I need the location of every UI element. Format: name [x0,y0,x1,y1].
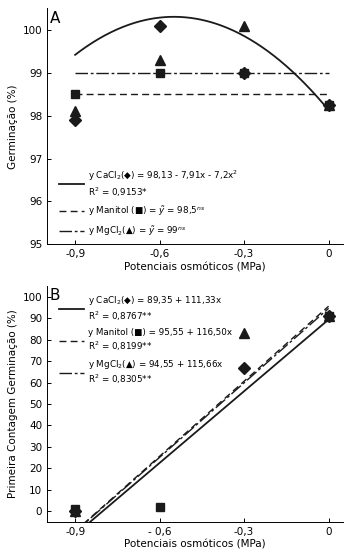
Legend: y CaCl$_2$(◆) = 89,35 + 111,33x
R$^2$ = 0,8767**, y Manitol (■) = 95,55 + 116,50: y CaCl$_2$(◆) = 89,35 + 111,33x R$^2$ = … [57,293,234,388]
Text: A: A [50,11,60,26]
Legend: y CaCl$_2$(◆) = 98,13 - 7,91x - 7,2x$^2$
R$^2$ = 0,9153*, y Manitol (■) = $\tild: y CaCl$_2$(◆) = 98,13 - 7,91x - 7,2x$^2$… [57,167,240,240]
Text: B: B [50,288,60,304]
X-axis label: Potenciais osmóticos (MPa): Potenciais osmóticos (MPa) [124,262,266,272]
Y-axis label: Germinação (%): Germinação (%) [8,84,18,169]
X-axis label: Potenciais osmóticos (MPa): Potenciais osmóticos (MPa) [124,540,266,550]
Y-axis label: Primeira Contagem Germinação (%): Primeira Contagem Germinação (%) [8,310,18,498]
